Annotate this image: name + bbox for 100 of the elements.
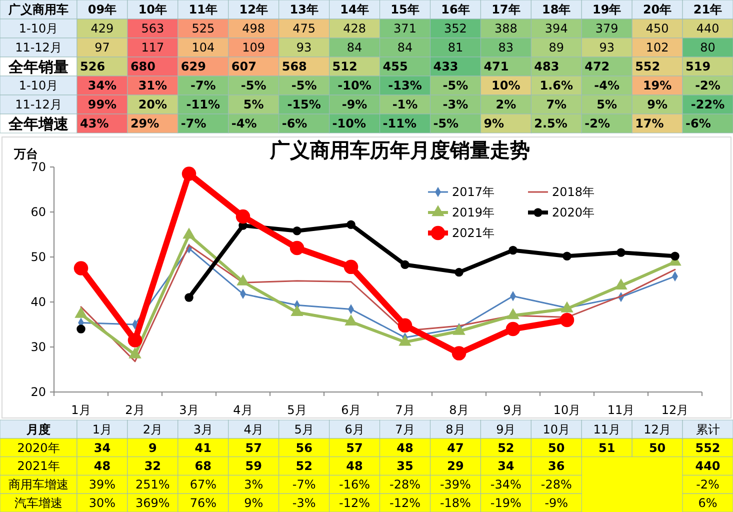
data-label: 59 — [245, 459, 262, 474]
data-label: 525 — [192, 22, 215, 36]
data-label: 1.6% — [540, 78, 574, 93]
data-label: 52 — [498, 440, 514, 455]
data-label: 109 — [242, 40, 266, 55]
data-label: -19% — [490, 496, 522, 510]
point — [128, 333, 142, 348]
y-tick-label: 1-10月 — [18, 78, 58, 93]
x-tick-label: 9月 — [503, 403, 523, 418]
point — [182, 166, 196, 181]
data-label: -6% — [282, 116, 308, 131]
y-tick-label: 全年销量 — [8, 58, 68, 76]
x-tick-label: 21年 — [693, 2, 722, 17]
point — [562, 252, 572, 260]
data-label: 76% — [190, 496, 216, 510]
data-label: 80 — [700, 40, 716, 55]
data-label: 117 — [141, 40, 164, 55]
data-label: 57 — [346, 440, 363, 455]
x-tick-label: 12月 — [661, 403, 689, 418]
point — [454, 268, 464, 277]
data-label: 48 — [346, 459, 363, 474]
data-label: 428 — [343, 22, 366, 36]
data-label: 5% — [596, 98, 618, 112]
data-label: 369% — [136, 496, 170, 510]
data-label: 34 — [94, 440, 111, 455]
data-label: 440 — [696, 22, 720, 36]
y-tick-label: 11-12月 — [15, 98, 62, 112]
y-tick-label: 全年增速 — [8, 114, 70, 133]
data-label: -10% — [338, 78, 372, 93]
x-tick-label: 4月 — [233, 403, 253, 418]
data-label: 34 — [498, 459, 514, 474]
x-tick-label: 13年 — [290, 2, 318, 17]
data-label: -3% — [292, 496, 316, 510]
data-label: 84 — [346, 40, 362, 55]
point — [184, 293, 194, 302]
data-label: 552 — [635, 60, 660, 74]
data-label: 47 — [447, 440, 464, 455]
y-tick-label: 1-10月 — [18, 22, 58, 36]
data-label: -22% — [690, 98, 725, 112]
x-tick-label: 3月 — [193, 422, 213, 436]
data-label: 388 — [494, 22, 518, 36]
point — [292, 226, 302, 236]
data-label: -4% — [231, 116, 257, 131]
x-tick-label: 10月 — [553, 403, 581, 418]
data-label: 48 — [94, 459, 111, 474]
x-tick-label: 12年 — [239, 2, 268, 17]
data-label: 102 — [646, 40, 669, 55]
data-label: 51 — [598, 440, 616, 455]
data-label: 455 — [382, 60, 408, 74]
data-label: 20% — [138, 98, 168, 112]
data-label: -3% — [442, 98, 468, 112]
data-label: 9% — [484, 116, 504, 131]
data-label: 472 — [584, 60, 610, 74]
y-tick-label: 60 — [30, 205, 46, 220]
data-label: 19% — [642, 78, 672, 93]
point — [346, 220, 356, 229]
data-label: -18% — [440, 496, 471, 510]
data-label: 7% — [546, 98, 567, 112]
data-label: 36 — [548, 459, 565, 474]
point — [506, 322, 520, 336]
data-label: -7% — [180, 116, 206, 131]
x-tick-label: 16年 — [441, 2, 470, 17]
legend-label: 2017年 — [452, 185, 495, 200]
data-label: 629 — [180, 60, 206, 74]
data-label: 394 — [544, 22, 568, 36]
x-tick-label: 11月 — [607, 403, 635, 418]
y-tick-label: 40 — [30, 295, 46, 310]
point — [616, 248, 626, 257]
x-tick-label: 累计 — [696, 422, 720, 436]
legend-label: 2021年 — [452, 226, 495, 240]
x-tick-label: 5月 — [294, 422, 314, 436]
data-label: 3% — [244, 478, 264, 492]
data-label: 9 — [148, 440, 157, 455]
data-label: 2.5% — [534, 116, 568, 131]
data-label: -15% — [287, 98, 321, 112]
x-tick-label: 18年 — [542, 2, 571, 17]
data-label: 519 — [686, 60, 711, 74]
data-label: 552 — [695, 440, 720, 455]
data-label: 475 — [292, 22, 316, 36]
data-label: 6% — [698, 496, 718, 510]
data-label: 9% — [647, 98, 668, 112]
data-label: -1% — [392, 98, 418, 112]
data-label: 17% — [635, 116, 664, 131]
data-label: 97 — [94, 40, 110, 55]
data-label: 568 — [282, 60, 307, 74]
data-label: 84 — [397, 40, 413, 55]
y-tick-label: 11-12月 — [15, 40, 62, 55]
y-tick-label: 2020年 — [17, 440, 60, 455]
data-label: 450 — [646, 22, 669, 36]
data-label: 31% — [138, 78, 168, 93]
data-label: 52 — [296, 459, 312, 474]
x-tick-label: 3月 — [179, 403, 199, 418]
data-label: 99% — [88, 98, 117, 112]
data-label: 48 — [396, 440, 414, 455]
y-tick-label: 20 — [30, 385, 46, 400]
point — [508, 246, 518, 255]
point — [670, 252, 680, 260]
data-label: -13% — [388, 78, 422, 93]
data-label: -5% — [433, 116, 459, 131]
x-tick-label: 4月 — [244, 422, 264, 436]
